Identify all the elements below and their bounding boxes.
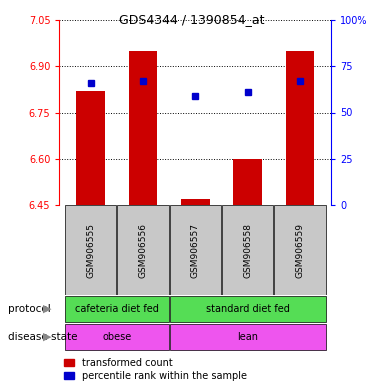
Text: lean: lean bbox=[237, 332, 258, 342]
Text: ▶: ▶ bbox=[43, 304, 52, 314]
Text: protocol: protocol bbox=[8, 304, 51, 314]
Text: cafeteria diet fed: cafeteria diet fed bbox=[75, 304, 159, 314]
Bar bbox=[129, 51, 157, 205]
Bar bbox=[274, 205, 326, 295]
Bar bbox=[118, 205, 169, 295]
Text: GDS4344 / 1390854_at: GDS4344 / 1390854_at bbox=[119, 13, 264, 26]
Text: standard diet fed: standard diet fed bbox=[206, 304, 290, 314]
Text: GSM906555: GSM906555 bbox=[86, 222, 95, 278]
Text: GSM906559: GSM906559 bbox=[295, 222, 304, 278]
Text: GSM906558: GSM906558 bbox=[243, 222, 252, 278]
Text: obese: obese bbox=[102, 332, 131, 342]
Text: ▶: ▶ bbox=[43, 332, 52, 342]
Bar bbox=[233, 159, 262, 205]
Bar bbox=[222, 205, 273, 295]
Bar bbox=[181, 199, 210, 205]
Bar bbox=[170, 205, 221, 295]
Bar bbox=[65, 296, 169, 323]
Bar bbox=[76, 91, 105, 205]
Text: GSM906556: GSM906556 bbox=[139, 222, 147, 278]
Bar bbox=[286, 51, 314, 205]
Text: disease state: disease state bbox=[8, 332, 77, 342]
Bar bbox=[170, 324, 326, 351]
Bar bbox=[170, 296, 326, 323]
Bar bbox=[65, 324, 169, 351]
Legend: transformed count, percentile rank within the sample: transformed count, percentile rank withi… bbox=[64, 358, 247, 381]
Bar bbox=[65, 205, 116, 295]
Text: GSM906557: GSM906557 bbox=[191, 222, 200, 278]
